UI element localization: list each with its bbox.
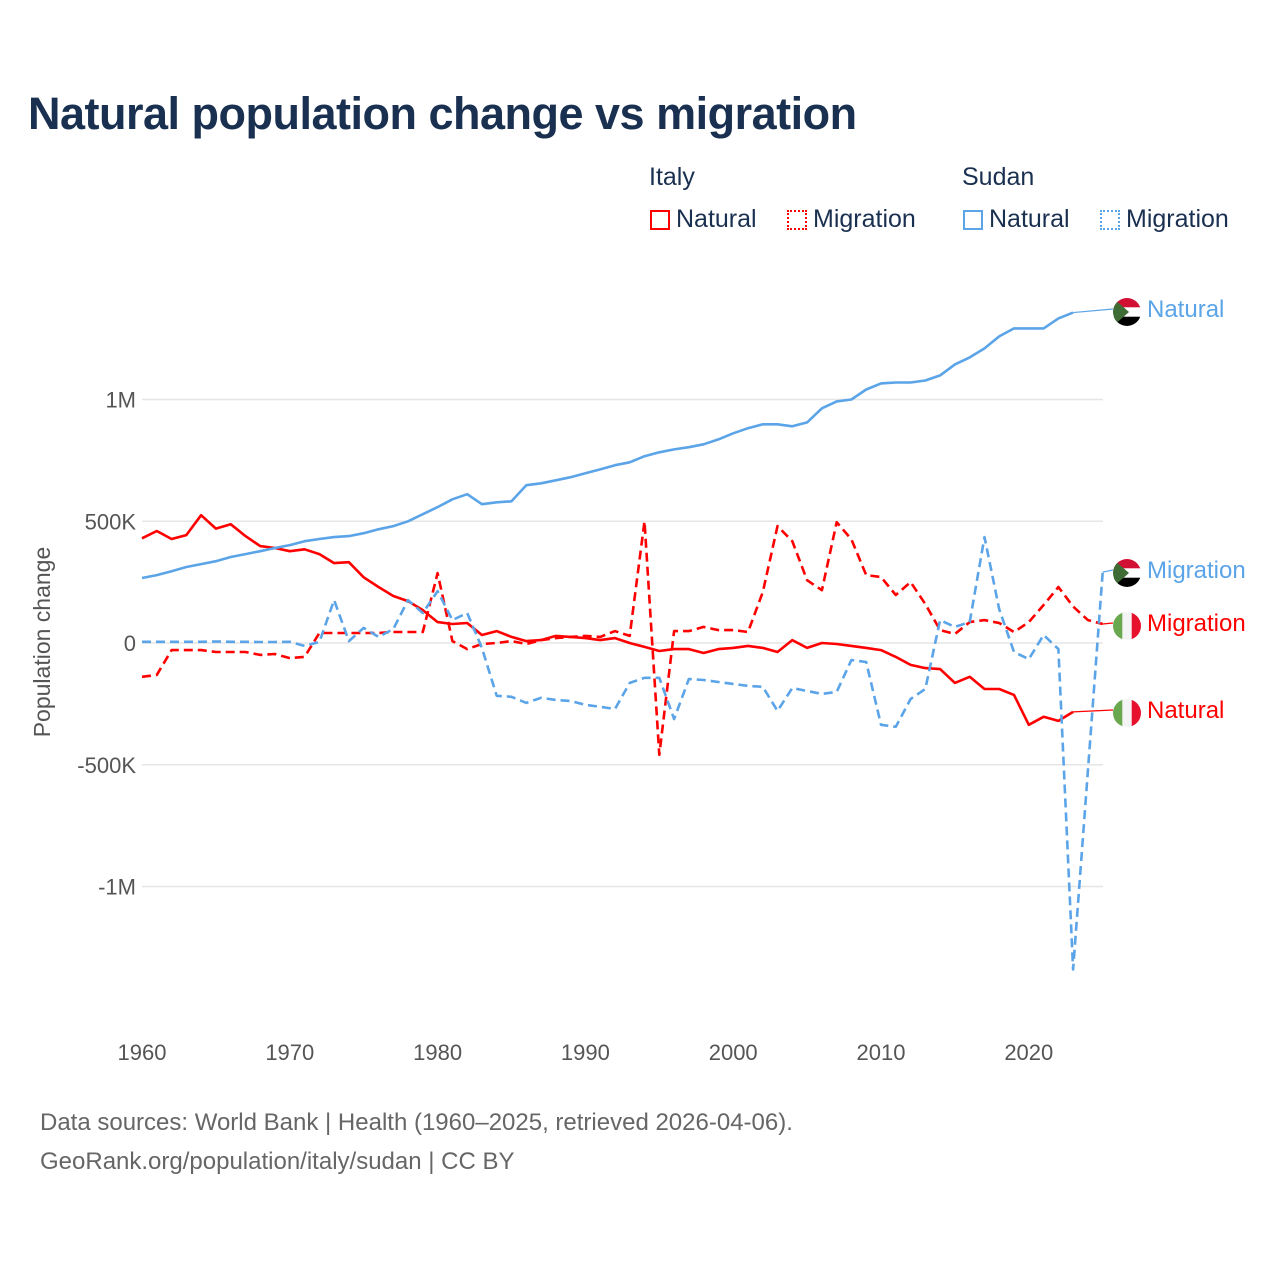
end-label: Natural — [1147, 296, 1224, 323]
series-line-italy-natural — [141, 513, 1074, 727]
label-connector — [1102, 569, 1114, 573]
italy-flag-icon — [1113, 612, 1142, 640]
legend-group-italy: Italy — [649, 163, 695, 191]
legend-swatch-dotted — [787, 209, 807, 230]
y-tick-label: 500K — [85, 509, 137, 534]
sudan-flag-icon — [1113, 298, 1141, 327]
label-connector — [1073, 709, 1114, 713]
x-tick-label: 1970 — [265, 1040, 314, 1065]
legend-item-italy-natural[interactable]: Natural — [650, 205, 757, 234]
series-line-italy-migration — [141, 520, 1104, 757]
legend-label: Migration — [813, 205, 916, 233]
x-tick-label: 1990 — [561, 1040, 610, 1065]
x-tick-label: 2000 — [709, 1040, 758, 1065]
legend-swatch-solid — [650, 209, 670, 230]
label-connector — [1102, 622, 1114, 625]
y-tick-label: 1M — [105, 388, 136, 413]
y-tick-label: -500K — [77, 753, 136, 778]
footer-sources: Data sources: World Bank | Health (1960–… — [40, 1109, 793, 1136]
x-tick-label: 1980 — [413, 1040, 462, 1065]
sudan-flag-icon — [1113, 559, 1141, 588]
legend-label: Natural — [989, 205, 1070, 233]
end-label: Natural — [1147, 697, 1224, 724]
italy-flag-icon — [1113, 699, 1142, 727]
legend-item-italy-migration[interactable]: Migration — [787, 205, 916, 234]
legend-item-sudan-natural[interactable]: Natural — [963, 205, 1070, 234]
legend-item-sudan-migration[interactable]: Migration — [1100, 205, 1229, 234]
y-tick-label: 0 — [124, 631, 136, 656]
series-line-sudan-natural — [141, 311, 1074, 580]
footer-link[interactable]: GeoRank.org/population/italy/sudan | CC … — [40, 1148, 515, 1175]
legend-swatch-dotted — [1100, 209, 1120, 230]
legend-label: Natural — [676, 205, 757, 233]
label-connector — [1073, 308, 1114, 314]
legend-group-sudan: Sudan — [962, 163, 1035, 191]
legend-swatch-solid — [963, 209, 983, 230]
end-label: Migration — [1147, 610, 1246, 637]
series-line-sudan-migration — [142, 535, 1104, 971]
y-tick-label: -1M — [98, 875, 136, 900]
y-axis-label: Population change — [29, 547, 55, 738]
x-tick-label: 1960 — [118, 1040, 167, 1065]
end-label: Migration — [1147, 557, 1246, 584]
chart-title: Natural population change vs migration — [28, 88, 857, 139]
x-tick-label: 2020 — [1004, 1040, 1053, 1065]
legend-label: Migration — [1126, 205, 1229, 233]
x-tick-label: 2010 — [857, 1040, 906, 1065]
